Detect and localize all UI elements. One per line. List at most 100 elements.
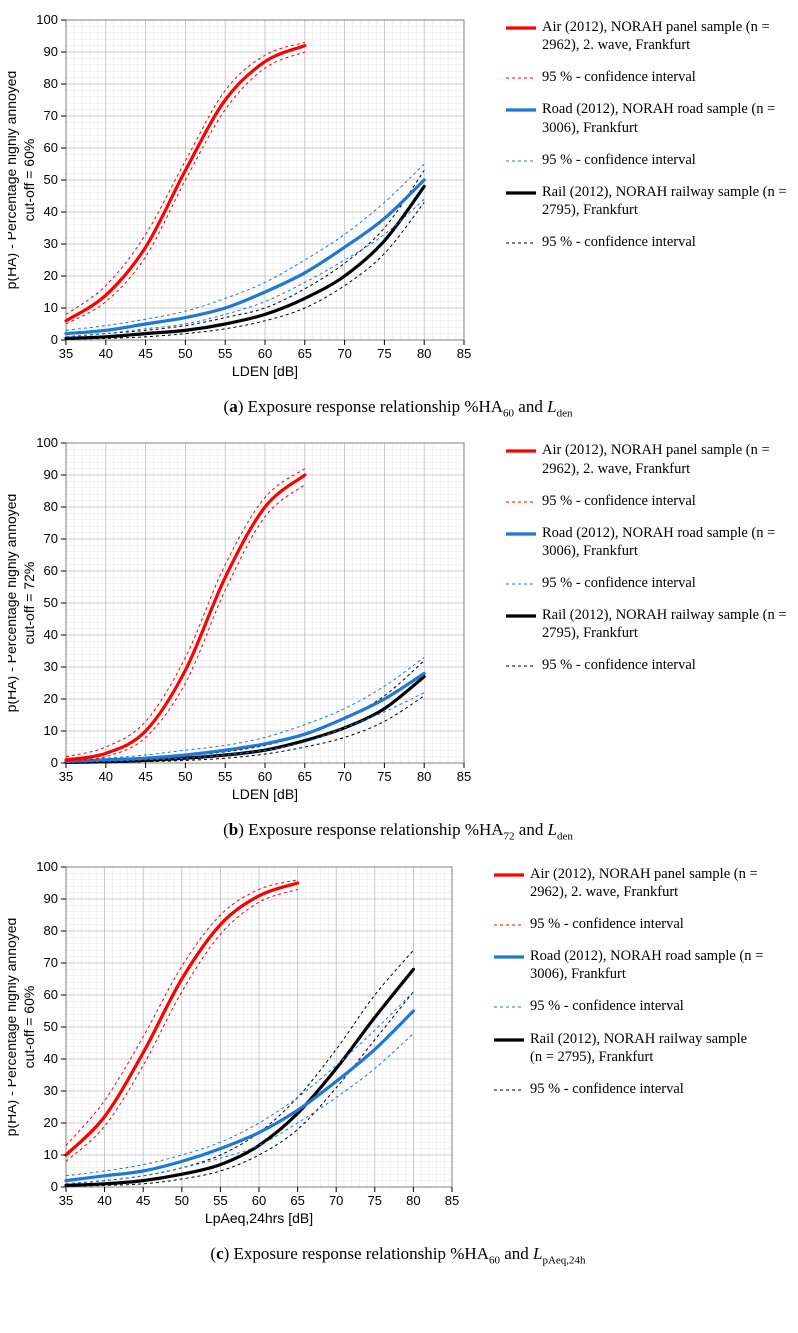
chart-a: 3540455055606570758085010203040506070809… [8,8,500,388]
svg-text:80: 80 [44,76,58,91]
svg-text:20: 20 [44,1115,58,1130]
svg-text:65: 65 [298,769,312,784]
caption-c: (c) Exposure response relationship %HA60… [8,1244,788,1266]
legend-item: Road (2012), NORAH road sample (n = 3006… [506,524,788,560]
svg-text:30: 30 [44,236,58,251]
svg-text:40: 40 [44,204,58,219]
svg-text:20: 20 [44,691,58,706]
svg-text:LpAeq,24hrs [dB]: LpAeq,24hrs [dB] [205,1210,313,1226]
svg-text:80: 80 [417,346,431,361]
svg-text:20: 20 [44,268,58,283]
svg-text:80: 80 [406,1193,420,1208]
svg-text:45: 45 [136,1193,150,1208]
legend-item: 95 % - confidence interval [494,915,788,933]
svg-text:45: 45 [138,346,152,361]
legend-swatch-icon [506,444,536,458]
svg-text:50: 50 [178,769,192,784]
chart-box: 3540455055606570758085010203040506070809… [8,431,500,816]
svg-text:10: 10 [44,300,58,315]
svg-text:60: 60 [252,1193,266,1208]
legend-item: 95 % - confidence interval [506,656,788,674]
legend-label: Rail (2012), NORAH railway sample (n = 2… [542,183,788,219]
svg-text:p(HA) - Percentage highly anno: p(HA) - Percentage highly annoyed [8,71,19,290]
svg-text:100: 100 [36,435,58,450]
legend-label: 95 % - confidence interval [542,151,788,169]
svg-text:75: 75 [377,769,391,784]
svg-text:50: 50 [175,1193,189,1208]
legend-swatch-icon [506,495,536,509]
legend-swatch-icon [506,236,536,250]
legend-item: 95 % - confidence interval [506,233,788,251]
legend-label: Road (2012), NORAH road sample (n = 3006… [530,947,788,983]
svg-text:50: 50 [178,346,192,361]
svg-text:30: 30 [44,1083,58,1098]
svg-text:65: 65 [290,1193,304,1208]
legend-swatch-icon [506,21,536,35]
panel-b: 3540455055606570758085010203040506070809… [8,431,788,842]
svg-text:85: 85 [445,1193,459,1208]
legend-item: Rail (2012), NORAH railway sample (n = 2… [506,183,788,219]
svg-text:p(HA) - Percentage highly anno: p(HA) - Percentage highly annoyed [8,494,19,713]
svg-text:LDEN [dB]: LDEN [dB] [232,363,298,379]
legend-swatch-icon [494,918,524,932]
legend-swatch-icon [494,1083,524,1097]
svg-text:80: 80 [417,769,431,784]
svg-text:60: 60 [44,987,58,1002]
legend-a: Air (2012), NORAH panel sample (n = 2962… [500,8,788,265]
svg-text:90: 90 [44,891,58,906]
svg-text:55: 55 [218,769,232,784]
svg-text:40: 40 [99,769,113,784]
svg-text:55: 55 [218,346,232,361]
legend-c: Air (2012), NORAH panel sample (n = 2962… [488,855,788,1112]
svg-text:10: 10 [44,723,58,738]
svg-text:70: 70 [44,955,58,970]
svg-text:35: 35 [59,769,73,784]
svg-text:0: 0 [51,332,58,347]
svg-text:p(HA) - Percentage highly anno: p(HA) - Percentage highly annoyed [8,917,19,1136]
chart-b: 3540455055606570758085010203040506070809… [8,431,500,811]
legend-swatch-icon [506,659,536,673]
svg-text:40: 40 [97,1193,111,1208]
legend-item: Rail (2012), NORAH railway sample(n = 27… [494,1030,788,1066]
legend-label: Road (2012), NORAH road sample (n = 3006… [542,100,788,136]
legend-label: 95 % - confidence interval [542,574,788,592]
legend-label: Road (2012), NORAH road sample (n = 3006… [542,524,788,560]
legend-swatch-icon [506,577,536,591]
svg-text:65: 65 [298,346,312,361]
svg-text:cut-off = 72%: cut-off = 72% [21,562,37,645]
svg-text:cut-off = 60%: cut-off = 60% [21,139,37,222]
svg-text:0: 0 [51,1179,58,1194]
svg-text:30: 30 [44,659,58,674]
legend-item: 95 % - confidence interval [494,1080,788,1098]
svg-text:45: 45 [138,769,152,784]
svg-text:55: 55 [213,1193,227,1208]
svg-text:90: 90 [44,44,58,59]
legend-swatch-icon [494,868,524,882]
svg-text:60: 60 [258,346,272,361]
svg-text:85: 85 [457,346,471,361]
legend-label: Rail (2012), NORAH railway sample(n = 27… [530,1030,788,1066]
caption-a: (a) Exposure response relationship %HA60… [8,397,788,419]
svg-text:90: 90 [44,467,58,482]
legend-label: 95 % - confidence interval [530,1080,788,1098]
svg-text:60: 60 [44,563,58,578]
svg-text:85: 85 [457,769,471,784]
svg-text:70: 70 [337,769,351,784]
legend-swatch-icon [506,609,536,623]
svg-text:50: 50 [44,172,58,187]
legend-swatch-icon [506,154,536,168]
legend-item: Air (2012), NORAH panel sample (n = 2962… [506,441,788,477]
legend-b: Air (2012), NORAH panel sample (n = 2962… [500,431,788,688]
svg-text:40: 40 [99,346,113,361]
legend-item: 95 % - confidence interval [506,574,788,592]
chart-c: 3540455055606570758085010203040506070809… [8,855,488,1235]
svg-text:70: 70 [329,1193,343,1208]
legend-item: Rail (2012), NORAH railway sample (n = 2… [506,606,788,642]
legend-item: Road (2012), NORAH road sample (n = 3006… [506,100,788,136]
legend-item: 95 % - confidence interval [494,997,788,1015]
panel-c: 3540455055606570758085010203040506070809… [8,855,788,1266]
svg-text:50: 50 [44,595,58,610]
legend-item: Air (2012), NORAH panel sample (n = 2962… [494,865,788,901]
svg-text:40: 40 [44,627,58,642]
caption-b: (b) Exposure response relationship %HA72… [8,820,788,842]
